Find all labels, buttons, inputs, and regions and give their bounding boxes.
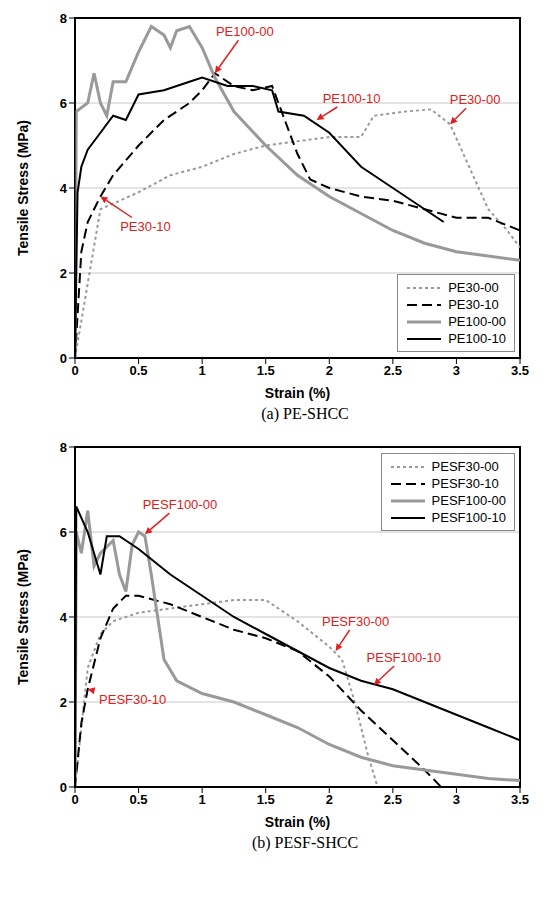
html-text:PE30-10: PE30-10 [448,297,499,312]
svg-text:1: 1 [199,363,206,378]
svg-text:8: 8 [60,440,67,455]
svg-text:PESF100-10: PESF100-10 [367,650,441,665]
svg-text:PE30-00: PE30-00 [450,92,501,107]
svg-text:0: 0 [71,363,78,378]
html-text:(b) PESF-SHCC: (b) PESF-SHCC [251,834,359,851]
svg-text:2: 2 [326,363,333,378]
svg-text:Strain (%): Strain (%) [265,385,330,401]
svg-text:Tensile Stress (MPa): Tensile Stress (MPa) [15,549,31,685]
svg-text:3.5: 3.5 [511,363,529,378]
html-text:PE100-00: PE100-00 [448,314,506,329]
svg-text:0: 0 [71,792,78,807]
svg-text:Tensile Stress (MPa): Tensile Stress (MPa) [15,120,31,256]
html-text:PESF100-10: PESF100-10 [431,510,506,525]
html-text:PESF30-10: PESF30-10 [431,476,499,491]
svg-text:6: 6 [60,525,67,540]
svg-text:3: 3 [453,792,460,807]
svg-text:PE100-10: PE100-10 [323,91,381,106]
html-text:(a) PE-SHCC: (a) PE-SHCC [261,405,349,422]
svg-text:2: 2 [60,266,67,281]
svg-text:3.5: 3.5 [511,792,529,807]
svg-text:0.5: 0.5 [130,363,148,378]
html-text:PESF100-00: PESF100-00 [431,493,506,508]
svg-text:PE30-10: PE30-10 [120,219,171,234]
svg-text:0: 0 [60,780,67,795]
svg-text:3: 3 [453,363,460,378]
svg-text:2.5: 2.5 [384,792,402,807]
html-text:PESF30-00: PESF30-00 [431,459,499,474]
html-text:PE30-00: PE30-00 [448,280,499,295]
svg-text:4: 4 [60,610,68,625]
svg-text:2: 2 [326,792,333,807]
svg-text:0: 0 [60,351,67,366]
svg-text:6: 6 [60,96,67,111]
html-text:PE100-10: PE100-10 [448,331,506,346]
svg-text:4: 4 [60,181,68,196]
svg-text:Strain (%): Strain (%) [265,814,330,830]
svg-text:1: 1 [199,792,206,807]
svg-text:2.5: 2.5 [384,363,402,378]
svg-text:1.5: 1.5 [257,363,275,378]
svg-text:PE100-00: PE100-00 [216,24,274,39]
svg-text:8: 8 [60,11,67,26]
svg-text:PESF30-10: PESF30-10 [99,692,166,707]
svg-text:PESF30-00: PESF30-00 [322,614,389,629]
svg-text:1.5: 1.5 [257,792,275,807]
svg-text:2: 2 [60,695,67,710]
svg-text:0.5: 0.5 [130,792,148,807]
svg-text:PESF100-00: PESF100-00 [143,497,217,512]
